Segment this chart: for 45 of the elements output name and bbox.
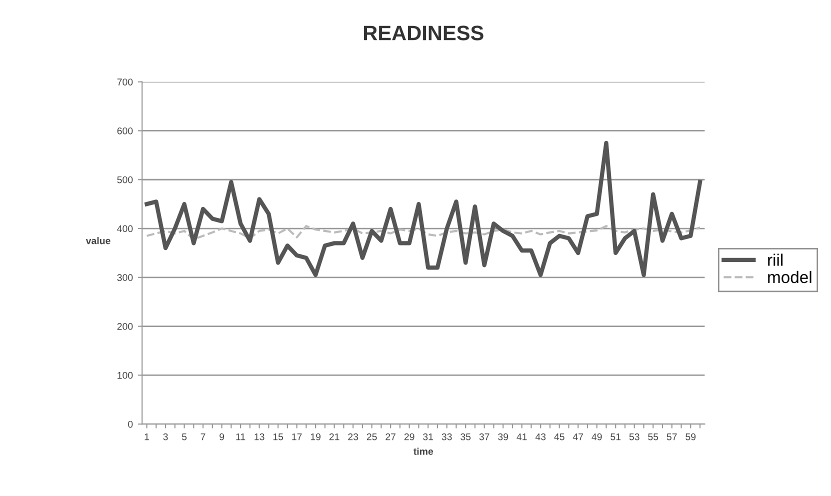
- y-tick-label: 100: [118, 372, 133, 379]
- x-tick-label: 33: [442, 433, 452, 440]
- y-tick-label: 500: [117, 176, 133, 184]
- legend-label: riil: [768, 254, 783, 266]
- chart-title: READINESS: [364, 26, 484, 40]
- x-tick-label: 11: [236, 433, 246, 440]
- x-tick-label: 43: [535, 433, 546, 440]
- y-tick-label: 600: [117, 127, 133, 134]
- y-axis-title: value: [86, 237, 110, 244]
- line-series: [146, 225, 702, 240]
- x-axis-title: time: [414, 448, 434, 455]
- x-tick-label: 1: [144, 433, 150, 440]
- line-series: [144, 140, 702, 278]
- x-tick-label: 13: [254, 433, 264, 440]
- y-tick-label: 0: [128, 420, 133, 428]
- x-tick-label: 15: [273, 433, 284, 440]
- x-tick-label: 21: [329, 433, 340, 440]
- y-tick-label: 200: [117, 323, 133, 330]
- x-tick-label: 9: [220, 433, 224, 440]
- x-tick-label: 47: [572, 433, 584, 440]
- y-tick-label: 400: [117, 225, 133, 232]
- x-tick-label: 39: [498, 433, 508, 440]
- x-tick-label: 59: [686, 433, 696, 440]
- x-tick-label: 29: [404, 433, 414, 440]
- x-tick-label: 35: [460, 433, 471, 440]
- x-tick-label: 41: [516, 433, 527, 440]
- y-tick-label: 700: [117, 78, 133, 86]
- legend-label: model: [768, 270, 812, 284]
- x-tick-label: 31: [423, 433, 434, 440]
- x-tick-label: 5: [182, 433, 187, 440]
- x-tick-label: 45: [554, 433, 564, 440]
- x-tick-label: 27: [386, 433, 396, 440]
- x-tick-label: 19: [310, 433, 321, 440]
- y-tick-label: 300: [117, 274, 133, 282]
- x-tick-label: 53: [629, 433, 640, 440]
- x-tick-label: 3: [163, 433, 168, 440]
- x-tick-label: 7: [200, 433, 206, 440]
- x-tick-label: 51: [610, 433, 621, 440]
- x-tick-label: 55: [648, 433, 658, 440]
- x-tick-label: 23: [348, 433, 358, 440]
- x-tick-label: 49: [592, 433, 602, 440]
- x-tick-label: 57: [666, 433, 677, 440]
- x-tick-label: 37: [479, 433, 490, 440]
- x-tick-label: 17: [292, 433, 302, 440]
- x-tick-label: 25: [366, 433, 377, 440]
